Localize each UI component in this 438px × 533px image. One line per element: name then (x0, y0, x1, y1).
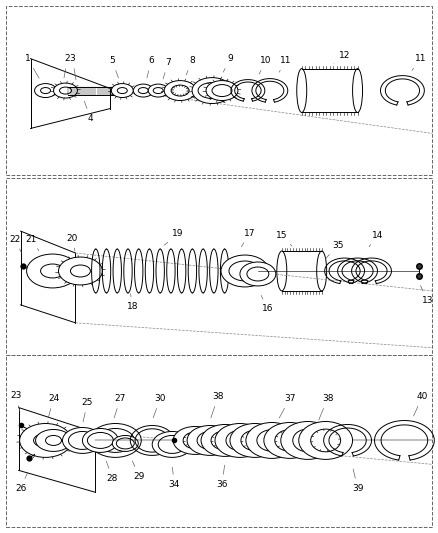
Text: 12: 12 (334, 51, 350, 64)
Text: 6: 6 (147, 56, 154, 78)
Text: 23: 23 (10, 391, 21, 412)
Text: 20: 20 (67, 233, 78, 252)
Text: 16: 16 (261, 295, 274, 313)
Ellipse shape (264, 423, 316, 458)
Text: 25: 25 (82, 398, 93, 422)
Ellipse shape (211, 431, 239, 450)
Ellipse shape (88, 432, 113, 448)
Ellipse shape (53, 83, 78, 98)
Ellipse shape (215, 424, 265, 457)
Ellipse shape (246, 423, 298, 458)
Ellipse shape (206, 80, 238, 101)
Ellipse shape (197, 432, 223, 449)
Ellipse shape (138, 87, 148, 94)
Text: 11: 11 (412, 54, 426, 70)
Ellipse shape (158, 435, 186, 454)
Ellipse shape (41, 87, 50, 94)
Text: 8: 8 (186, 56, 195, 75)
Ellipse shape (46, 435, 61, 446)
Ellipse shape (96, 429, 134, 453)
Text: 5: 5 (110, 56, 118, 78)
Ellipse shape (117, 87, 127, 94)
Text: 7: 7 (163, 58, 171, 79)
Ellipse shape (311, 429, 341, 452)
Ellipse shape (241, 430, 269, 450)
Ellipse shape (89, 424, 141, 457)
Ellipse shape (60, 87, 71, 94)
Ellipse shape (293, 429, 323, 452)
Text: 38: 38 (211, 392, 224, 418)
Ellipse shape (41, 264, 64, 278)
Ellipse shape (82, 429, 118, 453)
Text: 2: 2 (64, 54, 70, 78)
Text: 3: 3 (70, 54, 76, 80)
Ellipse shape (68, 432, 96, 449)
Ellipse shape (201, 424, 249, 456)
Ellipse shape (153, 87, 163, 94)
Text: 30: 30 (153, 394, 166, 418)
Text: 21: 21 (25, 235, 39, 251)
Ellipse shape (35, 430, 71, 451)
Ellipse shape (152, 432, 192, 457)
Text: 39: 39 (352, 469, 363, 493)
Ellipse shape (59, 257, 102, 285)
Ellipse shape (63, 427, 102, 454)
Ellipse shape (198, 83, 226, 99)
Ellipse shape (117, 438, 134, 449)
Text: 4: 4 (85, 101, 93, 123)
Ellipse shape (281, 422, 335, 459)
Ellipse shape (221, 255, 269, 287)
Text: 1: 1 (25, 54, 39, 78)
Ellipse shape (240, 262, 276, 286)
Text: 24: 24 (48, 394, 59, 418)
Ellipse shape (34, 433, 57, 447)
Ellipse shape (148, 84, 168, 97)
Ellipse shape (183, 432, 207, 449)
Ellipse shape (112, 435, 138, 451)
Text: 13: 13 (420, 286, 433, 305)
Ellipse shape (226, 430, 254, 450)
Text: 38: 38 (319, 394, 333, 420)
Text: 34: 34 (169, 467, 180, 489)
Text: 40: 40 (413, 392, 428, 416)
Ellipse shape (111, 84, 133, 98)
Ellipse shape (133, 84, 153, 97)
Ellipse shape (247, 267, 269, 281)
Ellipse shape (275, 430, 305, 451)
Ellipse shape (171, 85, 189, 96)
Ellipse shape (27, 254, 78, 288)
Ellipse shape (35, 84, 57, 98)
Text: 37: 37 (279, 394, 296, 418)
Text: 18: 18 (127, 294, 138, 311)
Ellipse shape (192, 78, 232, 103)
Ellipse shape (230, 424, 280, 457)
Ellipse shape (212, 85, 232, 96)
Text: 35: 35 (325, 240, 343, 259)
Text: 19: 19 (164, 229, 184, 245)
Ellipse shape (229, 261, 261, 281)
Text: 27: 27 (114, 394, 126, 418)
Text: 36: 36 (216, 465, 228, 489)
Ellipse shape (299, 422, 353, 459)
Text: 9: 9 (223, 54, 233, 72)
Text: 15: 15 (276, 231, 292, 246)
Text: 10: 10 (259, 56, 272, 74)
Ellipse shape (71, 265, 90, 277)
Text: 29: 29 (132, 461, 145, 481)
Text: 28: 28 (106, 461, 118, 483)
Text: 11: 11 (279, 56, 292, 72)
Ellipse shape (20, 424, 71, 457)
Ellipse shape (173, 426, 217, 455)
Text: 17: 17 (241, 229, 256, 247)
Text: 26: 26 (15, 473, 28, 493)
Text: 22: 22 (9, 235, 21, 253)
Ellipse shape (257, 430, 287, 451)
Ellipse shape (187, 425, 233, 455)
Text: 14: 14 (369, 231, 383, 247)
Ellipse shape (164, 80, 196, 101)
